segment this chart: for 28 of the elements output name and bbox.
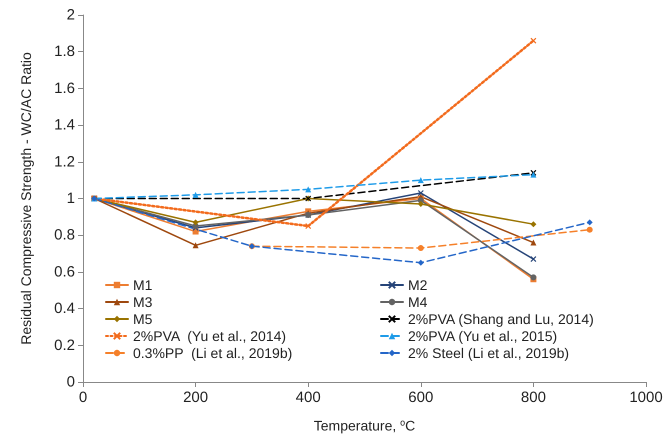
x-tick-label: 1000 [629,389,663,406]
legend-label: M4 [408,294,428,310]
legend-label: 2%PVA (Yu et al., 2015) [408,328,558,344]
y-tick-label: 1.8 [54,43,75,60]
legend-label: 0.3%PP (Li et al., 2019b) [133,345,292,361]
y-tick-label: 2 [66,6,75,24]
legend-label: 2%PVA (Yu et al., 2014) [133,328,286,344]
y-tick-label: 1.4 [54,116,75,134]
x-tick-label: 0 [78,389,88,406]
x-tick-label: 800 [520,389,546,406]
legend-label: M2 [408,277,428,293]
y-tick-label: 0.6 [54,263,75,280]
y-axis-title: Residual Compressive Strength - WC/AC Ratio [18,52,34,345]
legend-label: M3 [133,294,153,310]
legend-label: 2% Steel (Li et al., 2019b) [408,345,570,361]
legend-label: M1 [133,277,153,293]
y-tick-label: 0 [66,374,75,390]
legend-label: 2%PVA (Shang and Lu, 2014) [408,311,594,327]
y-tick-label: 1 [66,190,75,207]
y-tick-label: 1.6 [54,80,75,97]
y-tick-label: 1.2 [54,153,75,170]
x-tick-label: 200 [183,389,208,406]
x-tick-label: 400 [296,389,321,406]
y-tick-label: 0.2 [54,336,75,354]
legend-label: M5 [133,311,153,327]
y-tick-label: 0.8 [54,226,75,244]
x-tick-label: 600 [408,389,434,406]
y-tick-label: 0.4 [54,300,75,318]
